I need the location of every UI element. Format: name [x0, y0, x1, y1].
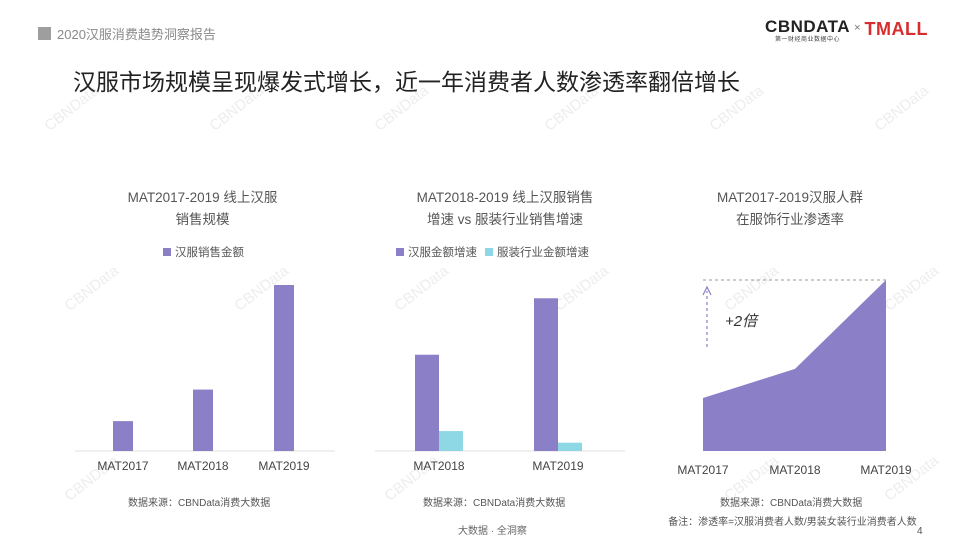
page-footer: 大数据 · 全洞察 [458, 526, 527, 537]
x-tick-label: MAT2018 [413, 459, 464, 473]
bar [113, 421, 133, 451]
report-title: 2020汉服消费趋势洞察报告 [38, 24, 216, 43]
chart2-title-line2: 增速 vs 服装行业销售增速 [426, 212, 583, 227]
chart1-title-line2: 销售规模 [175, 212, 230, 227]
logo-separator: × [854, 22, 861, 34]
legend-swatch-purple [163, 248, 171, 256]
chart2-title-line1: MAT2018-2019 线上汉服销售 [416, 190, 594, 205]
area-fill [703, 280, 886, 451]
chart1-bar-chart: MAT2017 MAT2018 MAT2019 [75, 285, 335, 473]
tmall-logo: TMALL [864, 19, 928, 39]
legend-item: 服装行业金额增速 [485, 244, 589, 260]
bar [439, 431, 463, 451]
legend-swatch-cyan [485, 248, 493, 256]
x-tick-label: MAT2018 [177, 459, 228, 473]
cbndata-logo-subtext: 第一财经商业数据中心 [775, 37, 841, 43]
chart3-area-chart: +2倍 MAT2017 MAT2018 MAT2019 [677, 279, 912, 477]
partner-logo: CBNDATA 第一财经商业数据中心 × TMALL [765, 18, 928, 44]
page-headline: 汉服市场规模呈现爆发式增长，近一年消费者人数渗透率翻倍增长 [73, 69, 740, 95]
page-number: 4 [917, 526, 923, 537]
chart1-source: 数据来源：CBNData消费大数据 [128, 498, 271, 509]
x-tick-label: MAT2017 [677, 463, 728, 477]
bar [534, 298, 558, 451]
square-icon [38, 27, 51, 40]
chart2-source: 数据来源：CBNData消费大数据 [423, 498, 566, 509]
legend-item: 汉服金额增速 [396, 244, 477, 260]
chart3-note: 备注：渗透率=汉服消费者人数/男装女装行业消费者人数 [668, 517, 917, 528]
x-tick-label: MAT2019 [532, 459, 583, 473]
chart1-title-line1: MAT2017-2019 线上汉服 [127, 190, 278, 205]
cbndata-logo-text: CBNDATA [765, 17, 851, 36]
x-tick-label: MAT2017 [97, 459, 148, 473]
chart3-title-line2: 在服饰行业渗透率 [736, 212, 844, 227]
report-title-text: 2020汉服消费趋势洞察报告 [57, 27, 216, 42]
chart1-legend: 汉服销售金额 [163, 244, 252, 260]
watermark: CBNData [871, 82, 932, 135]
bar [193, 389, 213, 451]
bar [274, 285, 294, 451]
chart2-bar-chart: MAT2018 MAT2019 [375, 298, 625, 473]
bar [415, 354, 439, 451]
bar [558, 442, 582, 451]
chart3-title-line1: MAT2017-2019汉服人群 [716, 190, 864, 205]
legend-label: 汉服销售金额 [175, 247, 244, 259]
x-tick-label: MAT2019 [860, 463, 911, 477]
chart3-source: 数据来源：CBNData消费大数据 [720, 498, 863, 509]
chart2-title: MAT2018-2019 线上汉服销售 增速 vs 服装行业销售增速 [385, 187, 625, 231]
chart3-title: MAT2017-2019汉服人群 在服饰行业渗透率 [675, 187, 905, 231]
chart2-legend: 汉服金额增速 服装行业金额增速 [396, 244, 597, 260]
legend-swatch-purple [396, 248, 404, 256]
x-tick-label: MAT2019 [258, 459, 309, 473]
legend-item: 汉服销售金额 [163, 244, 244, 260]
growth-annotation: +2倍 [725, 313, 759, 330]
chart1-title: MAT2017-2019 线上汉服 销售规模 [80, 187, 325, 231]
legend-label: 服装行业金额增速 [497, 247, 589, 259]
arrow-up-icon [702, 285, 712, 296]
x-tick-label: MAT2018 [769, 463, 820, 477]
legend-label: 汉服金额增速 [408, 247, 477, 259]
cbndata-logo: CBNDATA 第一财经商业数据中心 [765, 18, 850, 44]
